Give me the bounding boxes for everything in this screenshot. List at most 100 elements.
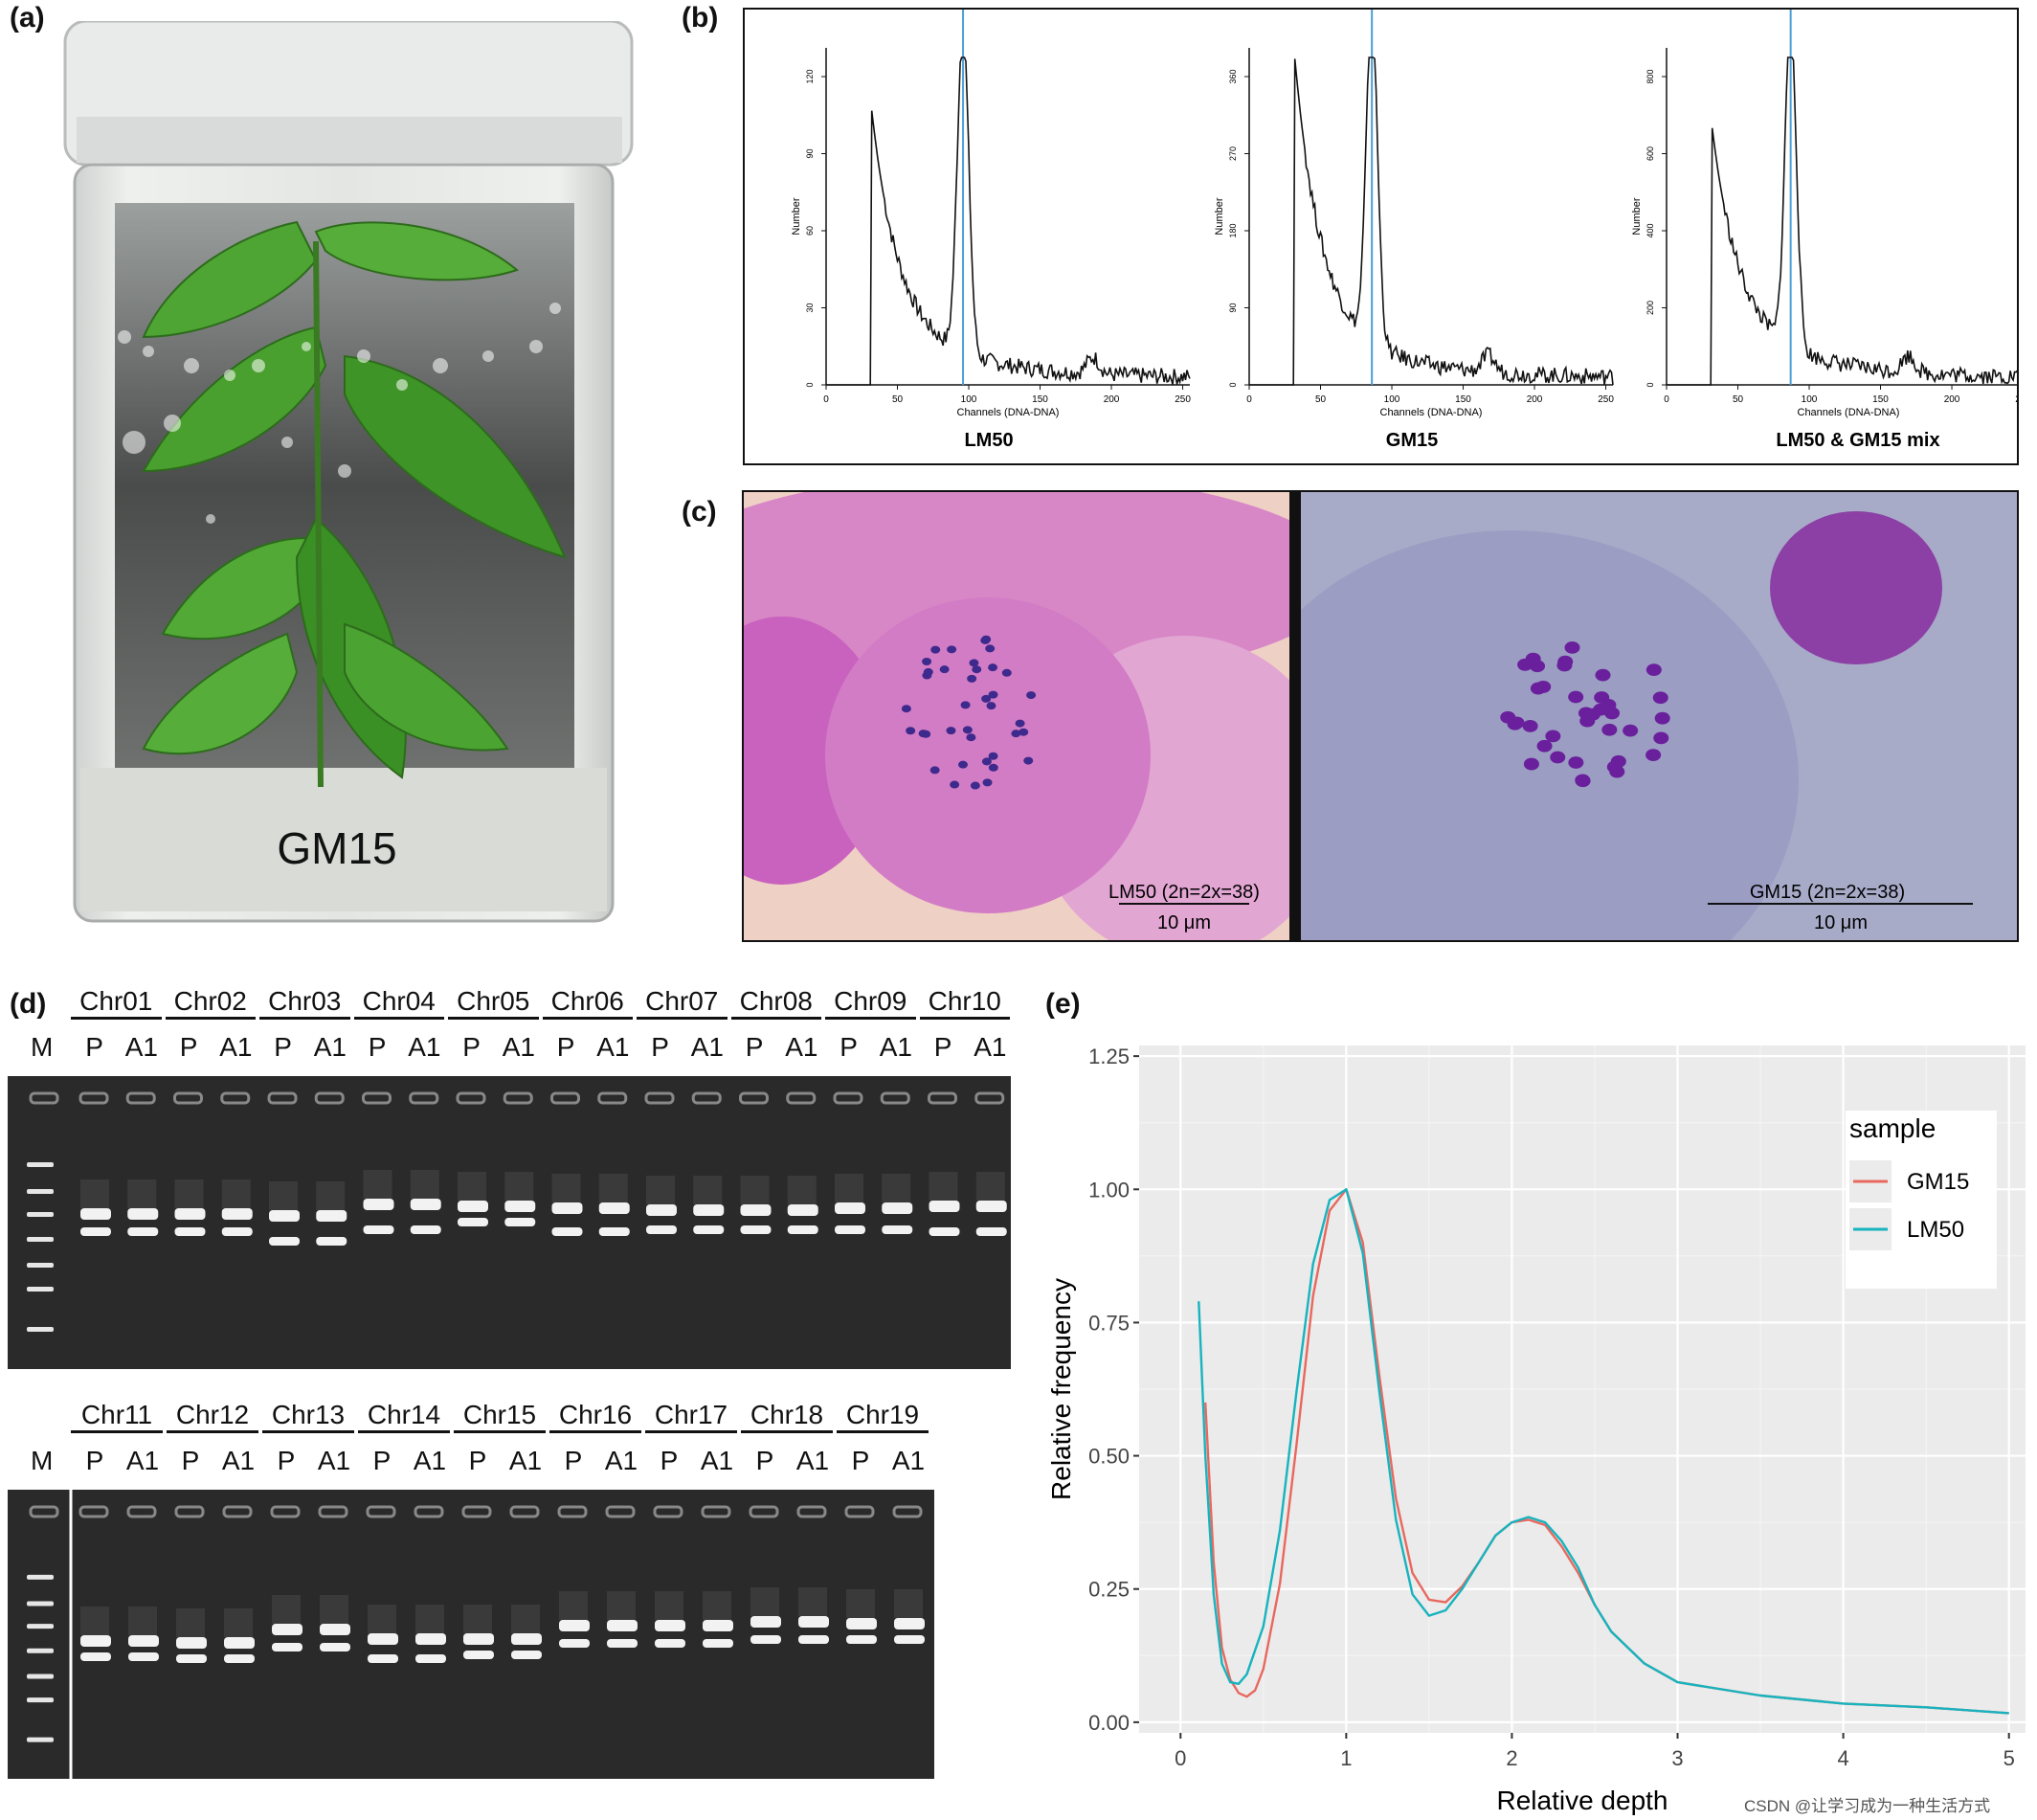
gel-well [701,1505,731,1518]
gel-band [415,1633,446,1645]
lm50-scale-label: 10 μm [1157,912,1211,933]
lane-label-p: P [277,1446,296,1475]
x-tick-label: 1 [1340,1746,1352,1770]
gel-well [318,1505,348,1518]
gel-well [880,1091,910,1105]
gel-smear [128,1607,157,1635]
gel-smear [750,1587,779,1616]
gm15-chromosome [1601,723,1618,736]
relative-depth-density-chart: 0.00 0.25 0.50 0.75 1.00 1.25 0 1 2 3 4 5 Relative d… [1046,1045,2026,1815]
flow-x-tick-label: 50 [1315,394,1327,405]
chromosome-header: Chr07 [637,986,728,1020]
gel-band [80,1635,111,1647]
flow-y-tick-label: 600 [1645,146,1655,161]
lane-label-p: P [368,1032,387,1062]
flow-caption: GM15 [1386,430,1438,451]
chromosome-header: Chr17 [645,1400,737,1433]
gel-smear [410,1170,439,1199]
flow-y-tick-label: 0 [1645,382,1655,387]
gel-well [267,1091,298,1105]
gel-well [220,1091,251,1105]
flow-x-tick-label: 50 [1733,394,1744,405]
gel-smear [703,1591,731,1620]
lm50-chromosome [923,667,933,676]
flow-histogram-2: 0 50 100 150 200 250 0 90 180 270 360 Number Channel… [1214,10,1614,451]
gel-well [174,1505,205,1518]
flow-x-tick-label: 200 [1104,394,1120,405]
gel-band [975,1201,1007,1212]
y-tick-label: 0.50 [1088,1445,1130,1469]
flow-histogram-trace [1667,56,2017,386]
chromosome-header: Chr09 [825,986,916,1020]
gm15-chromosome [1556,659,1573,672]
gel-band [174,1208,206,1220]
gel-band [127,1227,159,1236]
x-tick-label: 0 [1175,1746,1186,1770]
gel-smear [975,1172,1005,1201]
gel-well [270,1505,301,1518]
gel-smear [929,1172,958,1201]
flow-x-tick-label: 200 [1527,394,1543,405]
gel-smear [655,1591,683,1620]
gel-smear [598,1174,628,1202]
lm50-chromosome [970,781,980,790]
lm50-chromosome [981,635,992,643]
gel-well [928,1091,957,1105]
lane-label-a1: A1 [974,1032,1007,1062]
flow-x-title: Channels (DNA-DNA) [957,407,1060,418]
chromosome-header: Chr01 [71,986,162,1020]
gm15-chromosome [1609,765,1625,778]
ladder-band [27,1574,54,1580]
gel-band [750,1635,781,1644]
gel-well [409,1091,439,1105]
lane-label-a1: A1 [700,1446,734,1475]
panel-b-label: (b) [682,2,719,34]
gel-smear [221,1180,251,1208]
gel-band [368,1654,398,1663]
ladder-band [27,1674,54,1679]
gel-well [605,1505,636,1518]
legend-title: sample [1849,1113,1936,1143]
gel-well [557,1505,588,1518]
panel-e-label: (e) [1045,988,1081,1020]
chromosome-header: Chr10 [919,986,1010,1020]
flow-caption: LM50 [964,430,1013,451]
flow-y-title: Number [791,197,802,235]
gel-band [511,1651,542,1659]
chromosome-header: Chr12 [167,1400,258,1433]
flow-x-tick-label: 0 [1246,394,1252,405]
gel-smear [320,1595,348,1624]
flow-y-tick-label: 360 [1228,69,1238,83]
flow-y-tick-label: 30 [805,303,815,312]
gel-well [78,1505,109,1518]
gel-well [362,1091,392,1105]
gel-smear [316,1181,346,1210]
gel-band [363,1199,394,1210]
flow-histogram-1: 0 50 100 150 200 250 0 30 60 90 120 Number Channels … [791,10,1191,451]
gm15-chromosome [1623,724,1639,737]
gel-band [929,1227,960,1236]
gel-band [846,1635,877,1644]
gel-smear [363,1170,392,1199]
lm50-chromosome [930,645,941,654]
gel-band [598,1202,630,1214]
gel-band [511,1633,542,1645]
lane-label-a1: A1 [125,1446,160,1475]
gel-smear [646,1176,675,1204]
gel-smear [787,1176,817,1204]
gel-smear [80,1180,109,1208]
gel-band [703,1620,733,1631]
lane-label-p: P [933,1032,952,1062]
gm15-chromosome [1654,711,1670,725]
y-tick-label: 0.00 [1088,1711,1130,1735]
flow-x-tick-label: 150 [1032,394,1048,405]
gel-band [598,1227,630,1236]
ladder-band [27,1601,54,1607]
gel-band [127,1208,159,1220]
lane-label-a1: A1 [795,1446,830,1475]
flow-histogram-trace [1249,56,1614,386]
y-tick-label: 1.25 [1088,1045,1130,1068]
gm15-chromosome [1545,730,1561,743]
lm50-chromosome [1023,756,1034,765]
flow-y-tick-label: 800 [1645,69,1655,83]
